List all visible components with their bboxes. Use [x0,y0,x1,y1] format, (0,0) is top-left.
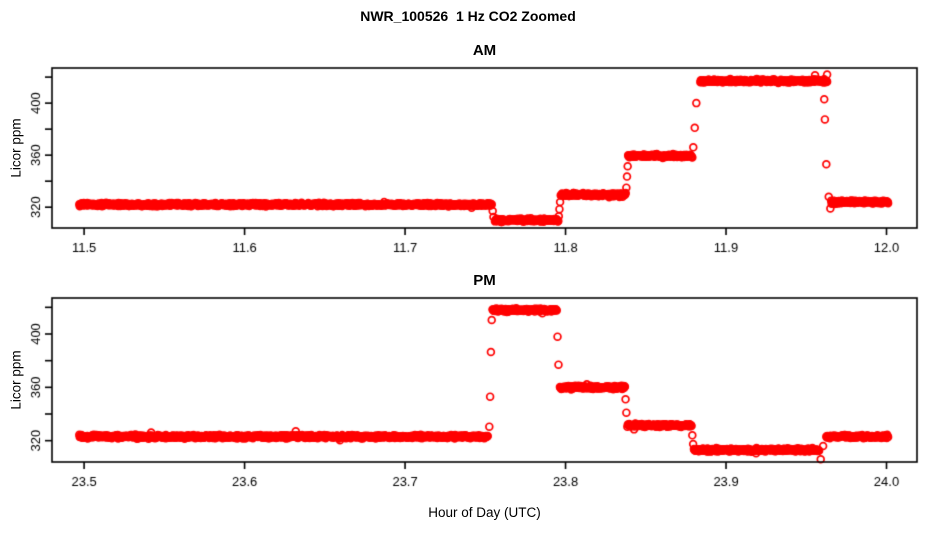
pm-y-axis-label: Licor ppm [8,350,24,410]
am-y-axis-label: Licor ppm [8,118,24,178]
am-panel-title: AM [472,42,497,59]
pm-panel-title: PM [473,272,496,289]
chart-title: NWR_100526 1 Hz CO2 Zoomed [360,8,576,24]
x-axis-label: Hour of Day (UTC) [428,505,541,520]
